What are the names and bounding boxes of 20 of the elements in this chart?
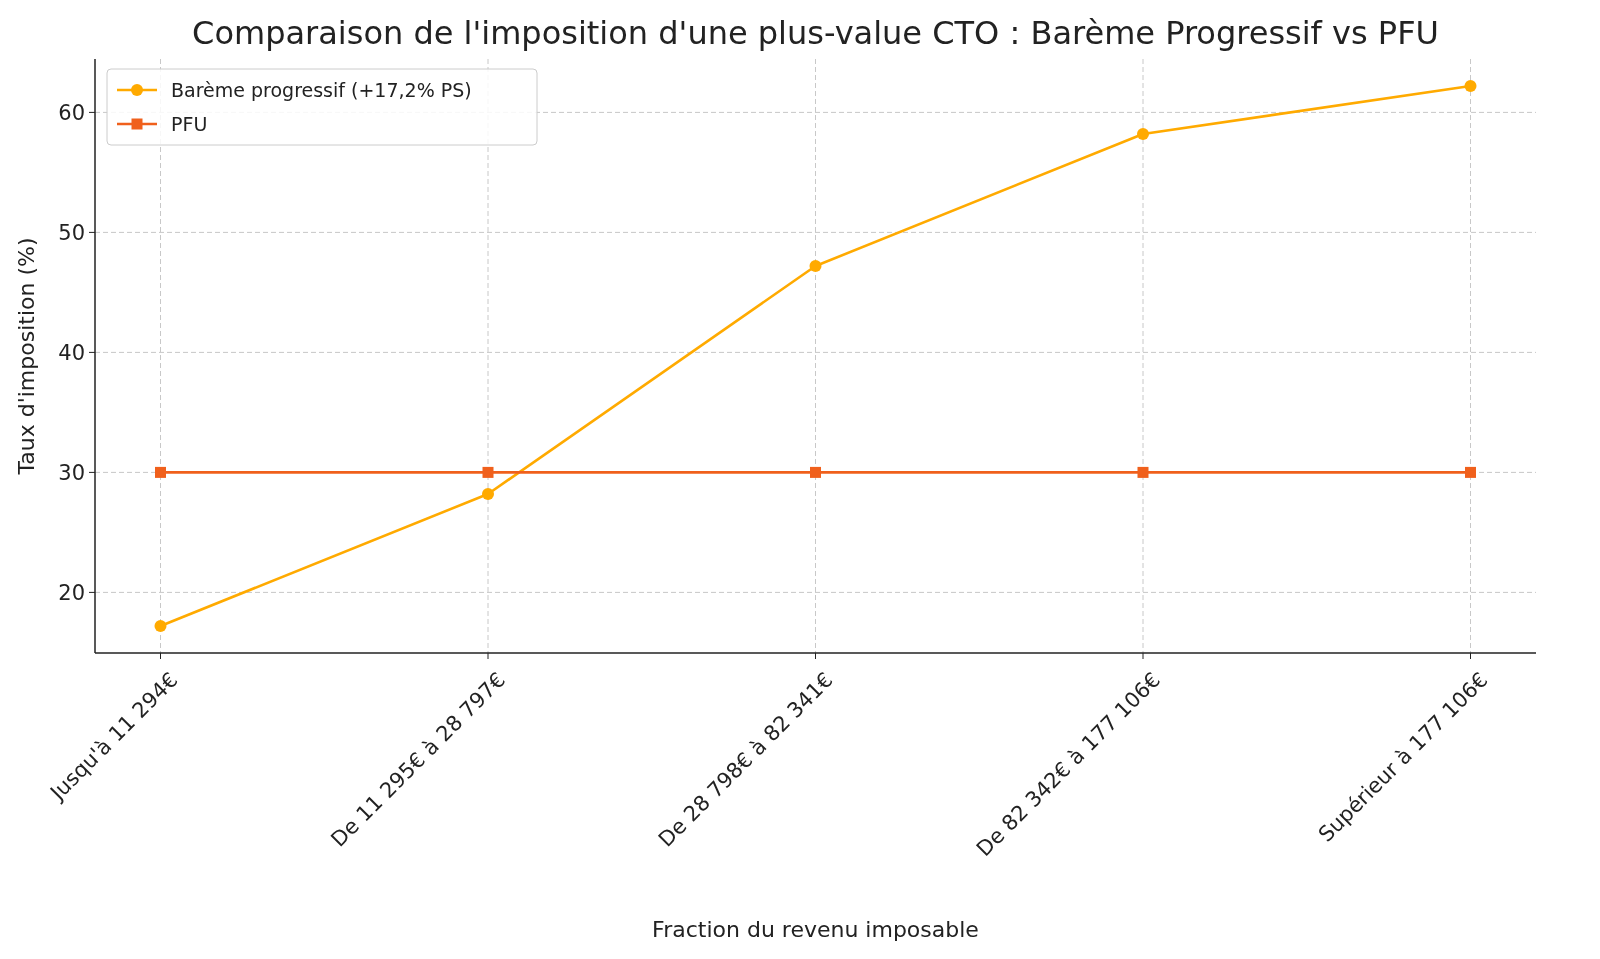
y-tick-label: 40	[58, 340, 85, 365]
point	[154, 620, 167, 632]
legend-label: PFU	[171, 112, 208, 135]
point	[809, 260, 822, 272]
y-axis-title: Taux d'imposition (%)	[14, 237, 39, 476]
point	[1137, 128, 1149, 140]
legend-label: Barème progressif (+17,2% PS)	[171, 78, 472, 101]
y-tick-label: 30	[58, 460, 85, 485]
point	[1464, 80, 1477, 92]
chart-title: Comparaison de l'imposition d'une plus-value CTO : Barème Progressif vs PFU	[192, 14, 1439, 52]
y-tick-label: 60	[58, 100, 85, 125]
x-axis-title: Fraction du revenu imposable	[652, 917, 979, 942]
y-tick-label: 50	[58, 220, 85, 245]
y-tick-label: 20	[58, 580, 85, 605]
point	[1465, 466, 1476, 478]
point	[155, 466, 166, 478]
point	[482, 488, 494, 500]
point	[810, 466, 821, 478]
point	[1137, 466, 1149, 478]
point	[482, 466, 494, 478]
